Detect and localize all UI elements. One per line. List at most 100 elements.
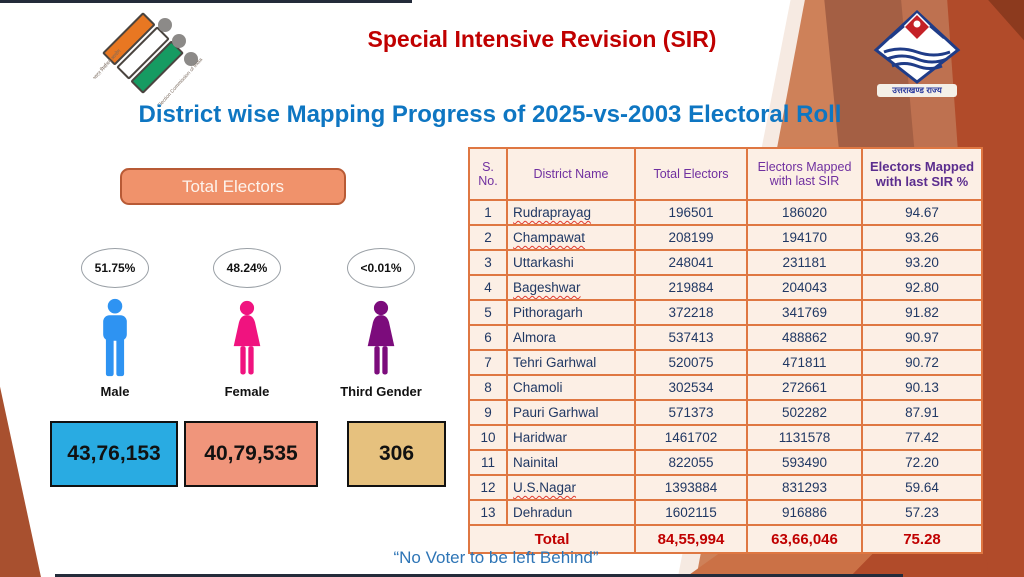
cell-total: 822055 bbox=[634, 449, 748, 476]
cell-district: Dehradun bbox=[506, 499, 636, 526]
total-mapped-value: 63,66,046 bbox=[746, 524, 863, 554]
cell-district: Almora bbox=[506, 324, 636, 351]
table-row: 2 Champawat 208199 194170 93.26 bbox=[468, 224, 983, 251]
cell-sno: 5 bbox=[468, 299, 508, 326]
male-count-box: 43,76,153 bbox=[50, 421, 178, 487]
uttarakhand-logo-caption: उत्तराखण्ड राज्य bbox=[877, 84, 957, 97]
female-label: Female bbox=[224, 384, 270, 399]
cell-district: Pauri Garhwal bbox=[506, 399, 636, 426]
third-gender-figure-icon bbox=[359, 298, 403, 378]
top-accent-strip bbox=[0, 0, 412, 3]
cell-mapped: 231181 bbox=[746, 249, 863, 276]
table-row: 11 Nainital 822055 593490 72.20 bbox=[468, 449, 983, 476]
cell-district: Champawat bbox=[506, 224, 636, 251]
cell-total: 219884 bbox=[634, 274, 748, 301]
table-body: 1 Rudraprayag 196501 186020 94.67 2 Champawat 2… bbox=[468, 199, 983, 526]
header-district-name: District Name bbox=[506, 147, 636, 201]
table-row: 5 Pithoragarh 372218 341769 91.82 bbox=[468, 299, 983, 326]
page-title: Special Intensive Revision (SIR) bbox=[367, 26, 717, 52]
cell-total: 208199 bbox=[634, 224, 748, 251]
female-figure-icon bbox=[225, 298, 269, 378]
table-row: 6 Almora 537413 488862 90.97 bbox=[468, 324, 983, 351]
header-sno: S. No. bbox=[468, 147, 508, 201]
cell-sno: 10 bbox=[468, 424, 508, 451]
cell-pct: 72.20 bbox=[861, 449, 983, 476]
total-label: Total bbox=[468, 524, 636, 554]
table-row: 1 Rudraprayag 196501 186020 94.67 bbox=[468, 199, 983, 226]
cell-district: Haridwar bbox=[506, 424, 636, 451]
cell-pct: 92.80 bbox=[861, 274, 983, 301]
cell-sno: 12 bbox=[468, 474, 508, 501]
bottom-accent-strip bbox=[55, 574, 903, 577]
cell-pct: 93.26 bbox=[861, 224, 983, 251]
third-gender-percent-oval: <0.01% bbox=[347, 248, 415, 288]
cell-sno: 2 bbox=[468, 224, 508, 251]
cell-total: 520075 bbox=[634, 349, 748, 376]
cell-total: 1461702 bbox=[634, 424, 748, 451]
cell-sno: 6 bbox=[468, 324, 508, 351]
cell-sno: 13 bbox=[468, 499, 508, 526]
table-row: 7 Tehri Garhwal 520075 471811 90.72 bbox=[468, 349, 983, 376]
table-row: 12 U.S.Nagar 1393884 831293 59.64 bbox=[468, 474, 983, 501]
cell-mapped: 502282 bbox=[746, 399, 863, 426]
table-header-row: S. No. District Name Total Electors Elec… bbox=[468, 147, 983, 201]
table-row: 8 Chamoli 302534 272661 90.13 bbox=[468, 374, 983, 401]
third-gender-label: Third Gender bbox=[340, 384, 422, 399]
cell-sno: 9 bbox=[468, 399, 508, 426]
cell-sno: 1 bbox=[468, 199, 508, 226]
gender-column-third-gender: <0.01% Third Gender bbox=[314, 248, 448, 399]
cell-pct: 91.82 bbox=[861, 299, 983, 326]
cell-mapped: 272661 bbox=[746, 374, 863, 401]
cell-sno: 8 bbox=[468, 374, 508, 401]
uttarakhand-emblem-icon bbox=[873, 9, 961, 84]
eci-dot-icon bbox=[158, 18, 172, 32]
cell-district: Pithoragarh bbox=[506, 299, 636, 326]
cell-total: 537413 bbox=[634, 324, 748, 351]
table-total-row: Total 84,55,994 63,66,046 75.28 bbox=[468, 524, 983, 554]
cell-pct: 93.20 bbox=[861, 249, 983, 276]
header-electors-mapped: Electors Mapped with last SIR bbox=[746, 147, 863, 201]
total-electors-value: 84,55,994 bbox=[634, 524, 748, 554]
cell-district: Rudraprayag bbox=[506, 199, 636, 226]
gender-column-male: 51.75% Male bbox=[48, 248, 182, 399]
cell-pct: 90.13 bbox=[861, 374, 983, 401]
cell-district: U.S.Nagar bbox=[506, 474, 636, 501]
table-row: 13 Dehradun 1602115 916886 57.23 bbox=[468, 499, 983, 526]
eci-logo: भारत निर्वाचन आयोग Election Commission o… bbox=[92, 11, 208, 109]
male-figure-icon bbox=[95, 298, 135, 378]
header-electors-mapped-pct: Electors Mapped with last SIR % bbox=[861, 147, 983, 201]
cell-pct: 90.72 bbox=[861, 349, 983, 376]
table-row: 9 Pauri Garhwal 571373 502282 87.91 bbox=[468, 399, 983, 426]
cell-district: Bageshwar bbox=[506, 274, 636, 301]
cell-total: 302534 bbox=[634, 374, 748, 401]
cell-pct: 87.91 bbox=[861, 399, 983, 426]
cell-mapped: 204043 bbox=[746, 274, 863, 301]
cell-mapped: 831293 bbox=[746, 474, 863, 501]
cell-mapped: 471811 bbox=[746, 349, 863, 376]
cell-mapped: 194170 bbox=[746, 224, 863, 251]
eci-dot-icon bbox=[172, 34, 186, 48]
female-percent-oval: 48.24% bbox=[213, 248, 281, 288]
page-subtitle: District wise Mapping Progress of 2025-v… bbox=[138, 101, 842, 128]
cell-total: 248041 bbox=[634, 249, 748, 276]
male-label: Male bbox=[100, 384, 130, 399]
cell-total: 1393884 bbox=[634, 474, 748, 501]
cell-sno: 7 bbox=[468, 349, 508, 376]
male-percent-oval: 51.75% bbox=[81, 248, 149, 288]
cell-total: 1602115 bbox=[634, 499, 748, 526]
cell-sno: 11 bbox=[468, 449, 508, 476]
cell-sno: 3 bbox=[468, 249, 508, 276]
eci-dot-icon bbox=[184, 52, 198, 66]
cell-total: 372218 bbox=[634, 299, 748, 326]
female-count-box: 40,79,535 bbox=[184, 421, 318, 487]
cell-pct: 59.64 bbox=[861, 474, 983, 501]
table-row: 4 Bageshwar 219884 204043 92.80 bbox=[468, 274, 983, 301]
table-row: 3 Uttarkashi 248041 231181 93.20 bbox=[468, 249, 983, 276]
district-mapping-table: S. No. District Name Total Electors Elec… bbox=[468, 147, 983, 554]
cell-total: 196501 bbox=[634, 199, 748, 226]
cell-pct: 77.42 bbox=[861, 424, 983, 451]
cell-mapped: 1131578 bbox=[746, 424, 863, 451]
cell-mapped: 916886 bbox=[746, 499, 863, 526]
cell-mapped: 341769 bbox=[746, 299, 863, 326]
cell-sno: 4 bbox=[468, 274, 508, 301]
